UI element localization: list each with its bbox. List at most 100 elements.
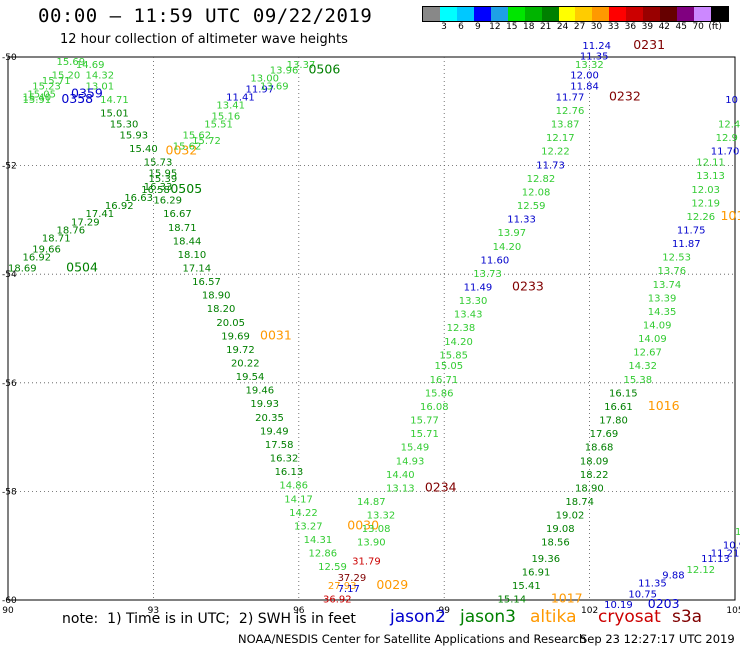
wave-height-label: 14.32 bbox=[86, 71, 115, 82]
wave-height-label: 16.58 bbox=[141, 185, 170, 196]
wave-height-label: 18.71 bbox=[168, 223, 197, 234]
wave-height-label: 19.46 bbox=[245, 386, 274, 397]
wave-height-label: 13.97 bbox=[498, 228, 527, 239]
legend-jason2: jason2 bbox=[390, 607, 446, 627]
wave-height-label: 19.36 bbox=[531, 554, 560, 565]
wave-height-label: 16.91 bbox=[522, 568, 551, 579]
wave-height-label: 14.22 bbox=[289, 508, 318, 519]
wave-height-label: 16.92 bbox=[23, 253, 52, 264]
wave-height-label: 17.58 bbox=[265, 440, 294, 451]
wave-height-label: 19.72 bbox=[226, 345, 255, 356]
wave-height-label: 18.90 bbox=[202, 291, 231, 302]
wave-height-label: 11.73 bbox=[536, 160, 565, 171]
wave-height-label: 13.87 bbox=[551, 120, 580, 131]
wave-height-label: 11.35 bbox=[580, 52, 609, 63]
pass-time-label: 0203 bbox=[648, 596, 680, 611]
pass-time-label: 101 bbox=[720, 208, 740, 223]
wave-height-label: 14.87 bbox=[357, 497, 386, 508]
wave-height-label: 12.76 bbox=[556, 106, 585, 117]
wave-height-label: 17.14 bbox=[182, 263, 211, 274]
color-scale-tick: (ft) bbox=[708, 22, 722, 32]
wave-height-label: 14.71 bbox=[100, 95, 129, 106]
wave-height-label: 20.35 bbox=[255, 413, 284, 424]
page-title: 00:00 – 11:59 UTC 09/22/2019 bbox=[38, 5, 373, 27]
pass-time-label: 0232 bbox=[609, 88, 641, 103]
pass-time-label: 0030 bbox=[347, 517, 379, 532]
wave-height-label: 12.4 bbox=[718, 120, 740, 131]
color-swatch bbox=[677, 7, 694, 21]
wave-height-label: 18.56 bbox=[541, 538, 570, 549]
wave-height-label: 14.32 bbox=[628, 361, 657, 372]
wave-height-label: 11.70 bbox=[711, 147, 740, 158]
wave-height-label: 17.29 bbox=[71, 217, 100, 228]
color-scale-tick: 24 bbox=[556, 22, 569, 32]
wave-height-label: 18.20 bbox=[207, 304, 236, 315]
wave-height-label: 15.91 bbox=[23, 95, 52, 106]
wave-height-label: 12.03 bbox=[691, 185, 720, 196]
wave-height-label: 14.40 bbox=[386, 470, 415, 481]
wave-height-label: 16.71 bbox=[430, 375, 459, 386]
wave-height-label: 15.41 bbox=[512, 581, 541, 592]
wave-height-label: 12.38 bbox=[447, 323, 476, 334]
lat-tick-label: -52 bbox=[2, 162, 17, 172]
wave-height-label: 11.35 bbox=[638, 578, 667, 589]
wave-height-label: 11.75 bbox=[677, 225, 706, 236]
wave-height-label: 15.51 bbox=[204, 120, 233, 131]
color-scale-tick: 36 bbox=[624, 22, 637, 32]
color-swatch bbox=[473, 7, 491, 21]
pass-time-label: 0231 bbox=[633, 37, 665, 52]
lon-tick-label: 93 bbox=[148, 606, 159, 616]
color-swatch bbox=[558, 7, 576, 21]
wave-height-label: 12.59 bbox=[517, 201, 546, 212]
wave-height-label: 12.19 bbox=[691, 198, 720, 209]
wave-height-label: 15.01 bbox=[100, 109, 129, 120]
color-swatch bbox=[609, 7, 627, 21]
wave-height-label: 11.97 bbox=[245, 84, 274, 95]
wave-height-label: 15.05 bbox=[435, 361, 464, 372]
wave-height-label: 13.08 bbox=[362, 524, 391, 535]
wave-height-label: 10 bbox=[725, 95, 738, 106]
wave-height-label: 16.57 bbox=[192, 277, 221, 288]
color-scale-tick: 6 bbox=[458, 22, 464, 32]
color-swatch bbox=[456, 7, 474, 21]
wave-height-label: 15.86 bbox=[425, 388, 454, 399]
wave-height-label: 15.93 bbox=[119, 130, 148, 141]
pass-time-label: 0233 bbox=[512, 278, 544, 293]
color-scale-bar bbox=[422, 6, 729, 22]
wave-height-label: 12.9 bbox=[716, 133, 738, 144]
page-subtitle: 12 hour collection of altimeter wave hei… bbox=[60, 32, 348, 47]
wave-height-label: 12.22 bbox=[541, 147, 570, 158]
wave-height-label: 13.30 bbox=[459, 296, 488, 307]
pass-time-label: 0234 bbox=[425, 479, 457, 494]
wave-height-label: 16.33 bbox=[144, 182, 173, 193]
wave-height-label: 15.73 bbox=[144, 158, 173, 169]
wave-height-label: 14.20 bbox=[493, 242, 522, 253]
wave-height-label: 12 bbox=[735, 527, 740, 538]
pass-time-label: 1016 bbox=[648, 398, 680, 413]
wave-height-label: 36.92 bbox=[323, 595, 352, 606]
map-frame bbox=[7, 56, 736, 601]
color-scale-tick: 33 bbox=[607, 22, 620, 32]
wave-height-label: 11.24 bbox=[582, 41, 611, 52]
wave-height-label: 14.09 bbox=[643, 321, 672, 332]
wave-height-label: 12.12 bbox=[687, 565, 716, 576]
wave-height-label: 15.40 bbox=[23, 92, 52, 103]
pass-time-label: 0359 bbox=[71, 86, 103, 101]
wave-height-label: 18.44 bbox=[173, 236, 202, 247]
wave-height-label: 15.49 bbox=[401, 443, 430, 454]
wave-height-label: 11.87 bbox=[672, 239, 701, 250]
pass-time-label: 0032 bbox=[166, 143, 198, 158]
wave-height-label: 11.77 bbox=[556, 92, 585, 103]
wave-height-label: 13.37 bbox=[287, 60, 316, 71]
wave-height-label: 14.20 bbox=[444, 337, 473, 348]
color-swatch bbox=[643, 7, 661, 21]
pass-time-label: 1017 bbox=[551, 591, 583, 606]
wave-height-label: 15.77 bbox=[410, 416, 439, 427]
wave-height-label: 14.31 bbox=[304, 535, 333, 546]
color-scale-ticks: 3 6 9 12 15 18 21 24 27 30 33 36 39 42 45 70 (ft) bbox=[422, 22, 740, 34]
wave-height-label: 11.41 bbox=[226, 92, 255, 103]
wave-height-label: 13.27 bbox=[294, 521, 323, 532]
wave-height-label: 16.92 bbox=[105, 201, 134, 212]
lon-tick-label: 99 bbox=[438, 606, 450, 616]
